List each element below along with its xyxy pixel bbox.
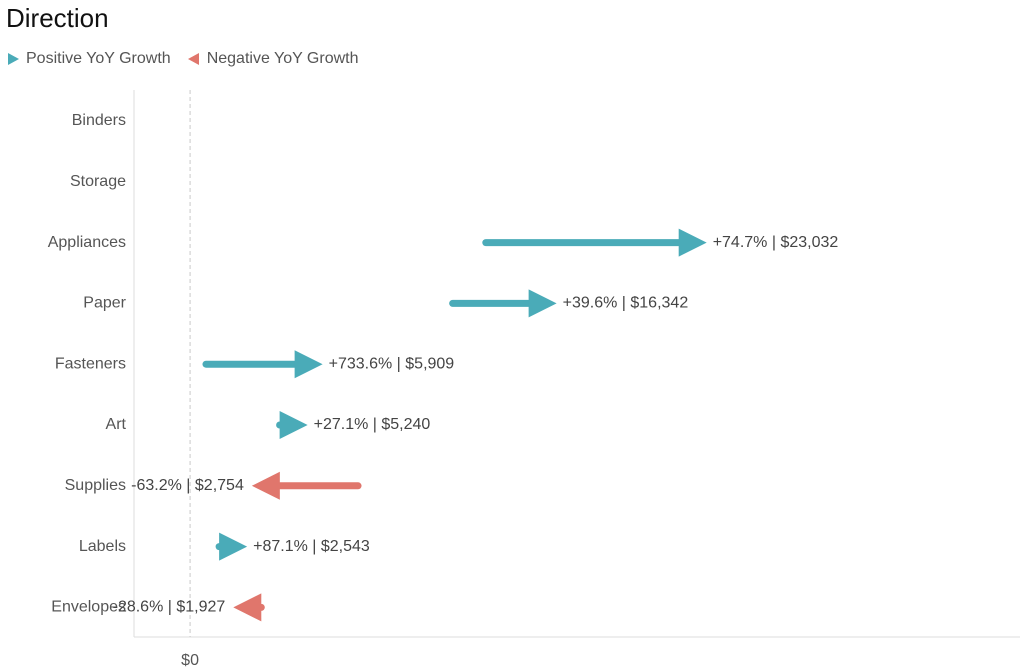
legend-label-positive: Positive YoY Growth [26, 50, 171, 67]
legend-item-negative[interactable]: Negative YoY Growth [187, 50, 359, 68]
arrow-head[interactable] [219, 532, 248, 561]
legend-item-positive[interactable]: Positive YoY Growth [6, 50, 171, 68]
category-label: Storage [70, 173, 126, 190]
x-tick-label: $0 [181, 652, 199, 669]
arrow-head[interactable] [678, 228, 707, 257]
arrow-head[interactable] [233, 593, 262, 622]
chart-legend: Positive YoY Growth Negative YoY Growth [6, 49, 375, 69]
data-label: +39.6% | $16,342 [563, 295, 689, 312]
category-label: Art [106, 416, 127, 433]
category-label: Labels [79, 538, 126, 555]
data-label: +733.6% | $5,909 [329, 355, 455, 372]
category-label: Appliances [48, 234, 126, 251]
data-label: +27.1% | $5,240 [314, 416, 431, 433]
arrow-head[interactable] [279, 411, 308, 439]
arrow-head[interactable] [251, 471, 280, 500]
category-label: Paper [83, 295, 126, 312]
legend-label-negative: Negative YoY Growth [206, 50, 359, 67]
data-label: +74.7% | $23,032 [713, 234, 839, 251]
arrow-head[interactable] [294, 350, 323, 379]
category-label: Envelopes [51, 599, 126, 616]
category-label: Fasteners [55, 355, 126, 372]
category-label: Binders [72, 112, 126, 129]
triangle-left-icon [187, 52, 201, 66]
arrow-head[interactable] [528, 289, 557, 318]
category-label: Supplies [65, 477, 126, 494]
data-label: -28.6% | $1,927 [113, 599, 226, 616]
triangle-right-icon [6, 52, 20, 66]
chart-title: Direction [6, 3, 109, 33]
data-label: +87.1% | $2,543 [253, 538, 370, 555]
data-label: -63.2% | $2,754 [131, 477, 244, 494]
